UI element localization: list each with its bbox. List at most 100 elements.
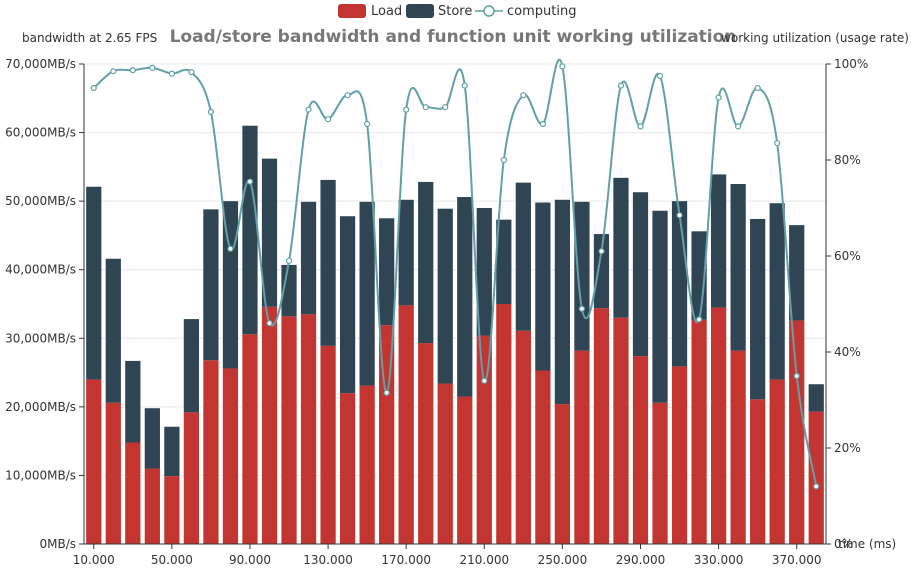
legend-load-swatch[interactable]	[338, 4, 366, 18]
computing-point[interactable]	[754, 84, 761, 92]
store-bar[interactable]	[730, 184, 746, 351]
load-bar[interactable]	[300, 314, 317, 544]
computing-point[interactable]	[813, 483, 820, 490]
load-bar[interactable]	[769, 379, 785, 544]
load-bar[interactable]	[613, 317, 629, 544]
computing-point[interactable]	[305, 106, 312, 113]
legend-computing-marker[interactable]	[483, 5, 495, 17]
store-bar[interactable]	[144, 408, 160, 469]
load-bar[interactable]	[86, 379, 102, 544]
store-bar[interactable]	[300, 201, 317, 315]
computing-point[interactable]	[617, 82, 625, 89]
store-bar[interactable]	[535, 202, 551, 371]
store-bar[interactable]	[769, 203, 785, 380]
store-bar[interactable]	[652, 210, 668, 403]
load-bar[interactable]	[789, 320, 805, 544]
load-bar[interactable]	[593, 308, 610, 544]
computing-point[interactable]	[793, 372, 800, 380]
store-bar[interactable]	[203, 209, 219, 361]
load-bar[interactable]	[535, 370, 551, 544]
computing-point[interactable]	[110, 68, 117, 75]
computing-point[interactable]	[168, 70, 175, 77]
load-bar[interactable]	[476, 335, 492, 544]
computing-point[interactable]	[695, 316, 703, 323]
load-bar[interactable]	[144, 468, 160, 544]
computing-point[interactable]	[422, 104, 429, 111]
computing-point[interactable]	[129, 67, 136, 74]
computing-point[interactable]	[149, 64, 156, 71]
load-bar[interactable]	[710, 307, 727, 544]
computing-point[interactable]	[598, 248, 605, 255]
store-bar[interactable]	[476, 208, 492, 336]
store-bar[interactable]	[496, 219, 512, 304]
load-bar[interactable]	[652, 402, 668, 544]
load-bar[interactable]	[750, 399, 766, 544]
computing-point[interactable]	[90, 84, 97, 92]
store-bar[interactable]	[339, 216, 356, 394]
load-bar[interactable]	[730, 350, 746, 544]
computing-point[interactable]	[735, 123, 742, 130]
computing-point[interactable]	[481, 377, 488, 384]
load-bar[interactable]	[574, 350, 590, 544]
legend-store-label[interactable]: Store	[438, 4, 472, 19]
load-bar[interactable]	[242, 334, 258, 544]
legend-computing-label[interactable]: computing	[507, 4, 576, 19]
computing-point[interactable]	[266, 320, 273, 327]
store-bar[interactable]	[437, 208, 453, 384]
load-bar[interactable]	[691, 319, 707, 544]
store-bar[interactable]	[671, 201, 688, 367]
load-bar[interactable]	[105, 402, 121, 544]
store-bar[interactable]	[125, 360, 141, 443]
legend-store-swatch[interactable]	[406, 4, 434, 18]
computing-point[interactable]	[461, 82, 468, 89]
load-bar[interactable]	[281, 316, 297, 544]
computing-point[interactable]	[383, 389, 390, 396]
load-bar[interactable]	[437, 383, 453, 544]
store-bar[interactable]	[593, 234, 610, 309]
legend[interactable]: Load Store computing	[338, 4, 576, 19]
load-bar[interactable]	[515, 330, 531, 544]
legend-load-label[interactable]: Load	[371, 4, 402, 19]
load-bar[interactable]	[359, 385, 375, 544]
computing-point[interactable]	[676, 212, 683, 219]
store-bar[interactable]	[379, 218, 395, 326]
store-bar[interactable]	[86, 186, 102, 380]
load-bar[interactable]	[632, 356, 649, 544]
computing-point[interactable]	[774, 140, 781, 147]
load-bar[interactable]	[398, 305, 414, 544]
store-bar[interactable]	[632, 192, 649, 357]
computing-point[interactable]	[637, 123, 644, 130]
store-bar[interactable]	[710, 174, 727, 308]
load-bar[interactable]	[554, 404, 571, 544]
computing-point[interactable]	[188, 69, 195, 76]
computing-point[interactable]	[285, 257, 293, 264]
load-bar[interactable]	[808, 411, 824, 544]
store-bar[interactable]	[808, 384, 824, 412]
computing-point[interactable]	[403, 106, 410, 113]
computing-point[interactable]	[246, 178, 254, 185]
store-bar[interactable]	[105, 258, 121, 403]
store-bar[interactable]	[398, 199, 414, 306]
store-bar[interactable]	[574, 201, 590, 351]
store-bar[interactable]	[359, 201, 375, 386]
load-bar[interactable]	[164, 476, 180, 544]
store-bar[interactable]	[750, 218, 766, 400]
store-bar[interactable]	[554, 199, 571, 405]
computing-point[interactable]	[539, 120, 546, 128]
load-bar[interactable]	[457, 396, 473, 544]
computing-point[interactable]	[324, 116, 332, 123]
store-bar[interactable]	[242, 125, 258, 335]
computing-line[interactable]	[93, 58, 818, 487]
load-bar[interactable]	[418, 343, 434, 544]
store-bar[interactable]	[457, 197, 473, 397]
computing-point[interactable]	[500, 156, 507, 164]
computing-point[interactable]	[344, 92, 351, 99]
load-bar[interactable]	[183, 412, 200, 544]
load-bar[interactable]	[320, 345, 336, 544]
load-bar[interactable]	[203, 360, 219, 544]
store-bar[interactable]	[418, 181, 434, 344]
load-bar[interactable]	[496, 304, 512, 544]
computing-point[interactable]	[364, 120, 371, 128]
load-bar[interactable]	[261, 306, 278, 544]
load-bar[interactable]	[125, 442, 141, 544]
